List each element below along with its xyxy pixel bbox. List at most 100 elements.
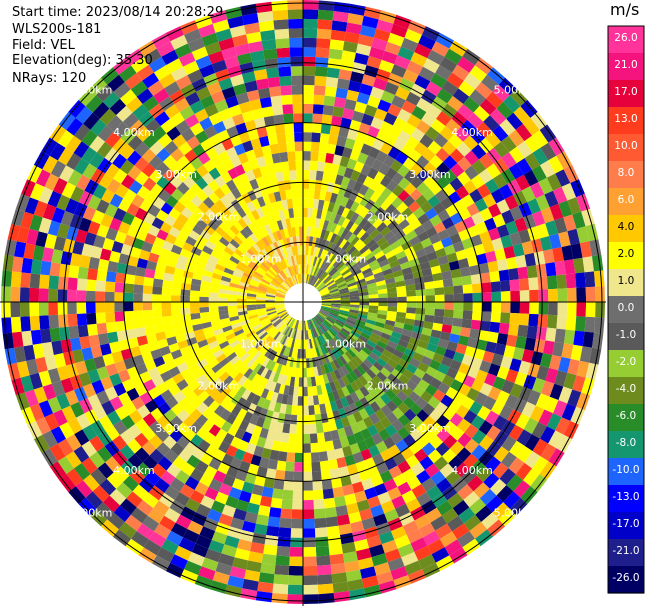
range-gate [435, 442, 450, 457]
range-gate [378, 297, 388, 302]
range-gate [332, 486, 345, 498]
range-gate [413, 224, 426, 236]
range-gate [359, 83, 373, 96]
range-gate [566, 287, 577, 302]
range-gate [530, 405, 545, 422]
range-gate [207, 81, 222, 96]
range-gate [237, 295, 247, 299]
range-gate [452, 523, 470, 540]
range-gate [484, 217, 497, 231]
range-gate [298, 320, 301, 331]
range-gate [391, 172, 404, 185]
range-gate [396, 306, 407, 313]
range-gate [380, 367, 391, 378]
range-gate [251, 108, 264, 120]
range-gate [196, 374, 208, 386]
range-gate [284, 280, 292, 288]
range-gate [234, 428, 246, 440]
range-gate [321, 333, 329, 343]
range-gate [303, 377, 308, 387]
range-gate [214, 332, 226, 341]
range-gate [350, 201, 360, 213]
range-gate [125, 264, 137, 276]
range-gate [126, 96, 143, 113]
range-gate [316, 282, 324, 290]
range-gate [320, 412, 329, 424]
range-gate [237, 349, 247, 359]
range-gate [366, 535, 382, 549]
range-gate [251, 209, 261, 221]
range-gate [362, 221, 373, 232]
range-gate [340, 117, 352, 129]
range-gate [120, 459, 137, 476]
range-gate [364, 274, 375, 282]
range-gate [155, 209, 169, 222]
range-gate [261, 553, 277, 565]
range-gate [170, 244, 183, 255]
range-gate [323, 95, 336, 107]
range-gate [519, 290, 530, 302]
range-gate [406, 529, 423, 544]
range-gate [341, 386, 351, 397]
range-gate [384, 508, 399, 523]
range-gate [402, 520, 419, 535]
range-gate [528, 277, 539, 291]
range-gate [246, 346, 257, 356]
range-gate [189, 100, 205, 114]
range-gate [277, 142, 288, 153]
range-gate [334, 447, 345, 459]
range-gate [257, 329, 267, 338]
range-gate [116, 330, 128, 342]
range-gate [427, 49, 445, 65]
range-gate [326, 330, 335, 339]
range-gate [230, 74, 245, 87]
range-gate [21, 257, 33, 274]
range-gate [199, 302, 209, 308]
range-gate [250, 279, 260, 286]
range-gate [323, 262, 331, 272]
range-gate [191, 318, 202, 326]
range-gate [435, 65, 453, 81]
range-gate [329, 381, 337, 392]
range-gate [273, 263, 281, 273]
range-gate [368, 379, 379, 390]
range-gate [430, 73, 447, 89]
range-gate [367, 95, 381, 109]
range-gate [329, 268, 339, 277]
range-gate [183, 403, 197, 416]
range-gate [350, 330, 361, 338]
range-gate [322, 200, 330, 211]
range-gate [33, 200, 48, 218]
range-gate [219, 397, 231, 409]
range-gate [230, 393, 242, 405]
range-gate [183, 60, 200, 75]
range-gate [236, 184, 248, 196]
range-gate [307, 207, 313, 218]
range-gate [397, 302, 407, 308]
range-gate [353, 238, 364, 249]
range-gate [337, 282, 348, 289]
range-gate [395, 86, 411, 101]
range-gate [275, 230, 283, 241]
range-gate [197, 339, 209, 349]
range-gate [384, 41, 402, 56]
range-gate [344, 243, 354, 253]
range-gate [83, 112, 100, 130]
range-gate [208, 400, 220, 412]
range-gate [288, 318, 295, 328]
range-gate [194, 108, 209, 123]
range-gate [264, 369, 273, 380]
range-gate [157, 456, 173, 471]
range-gate [540, 426, 556, 444]
range-gate [358, 260, 369, 269]
range-gate [369, 242, 380, 253]
range-gate [314, 527, 328, 538]
range-gate [453, 285, 464, 295]
range-gate [10, 271, 22, 288]
range-gate [255, 514, 269, 526]
range-gate [29, 403, 45, 421]
range-gate [543, 340, 555, 355]
range-gate [328, 48, 343, 60]
range-gate [483, 472, 500, 489]
range-gate [297, 348, 301, 359]
